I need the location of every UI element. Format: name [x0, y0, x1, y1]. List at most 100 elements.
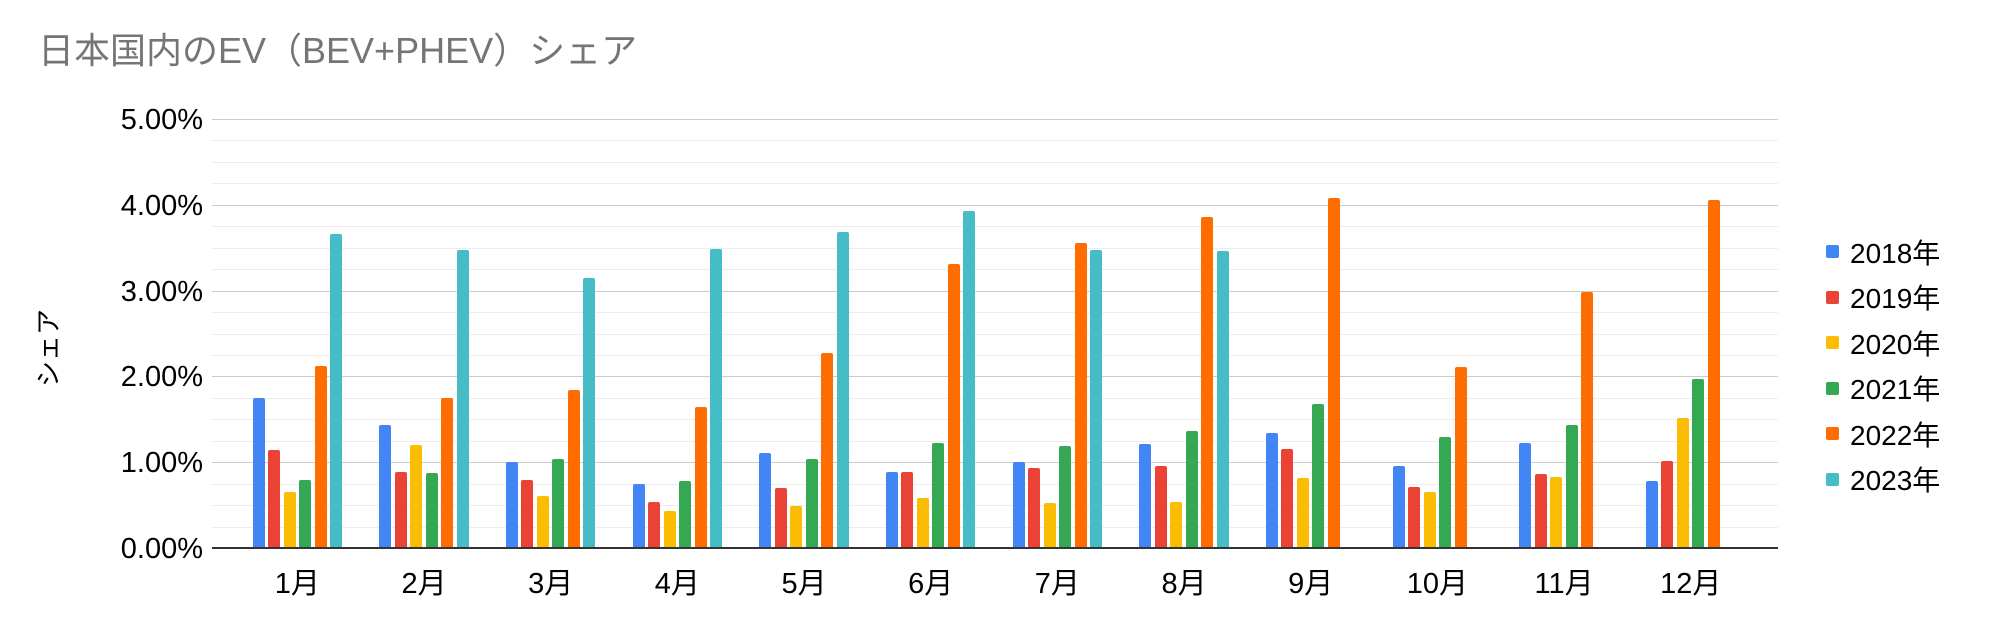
bar-2018-m11[interactable]: [1519, 443, 1532, 549]
bar-2020-m2[interactable]: [410, 445, 423, 549]
bar-2019-m5[interactable]: [774, 488, 787, 549]
bar-2018-m6[interactable]: [885, 471, 898, 549]
bar-2023-m5[interactable]: [836, 231, 849, 549]
bar-2021-m9[interactable]: [1312, 404, 1325, 549]
bar-2022-m9[interactable]: [1327, 198, 1340, 549]
x-label-m9: 9月: [1288, 568, 1334, 600]
bar-2021-m1[interactable]: [299, 479, 312, 549]
x-label-m10: 10月: [1406, 568, 1469, 600]
bar-2019-m3[interactable]: [521, 480, 534, 549]
legend-label-2019: 2019年: [1850, 283, 1941, 315]
x-label-m7: 7月: [1034, 568, 1080, 600]
bar-2022-m2[interactable]: [441, 398, 454, 549]
bar-2019-m7[interactable]: [1028, 468, 1041, 549]
bar-2018-m1[interactable]: [252, 398, 265, 549]
bar-2018-m10[interactable]: [1392, 465, 1405, 549]
legend-swatch-2022: [1826, 427, 1839, 441]
bar-2020-m10[interactable]: [1423, 491, 1436, 549]
bar-2020-m3[interactable]: [536, 495, 549, 549]
x-label-m6: 6月: [908, 568, 954, 600]
bar-2019-m1[interactable]: [268, 450, 281, 549]
bar-2021-m6[interactable]: [932, 443, 945, 549]
bar-2022-m3[interactable]: [567, 390, 580, 549]
bar-2022-m5[interactable]: [821, 353, 834, 549]
bar-2018-m7[interactable]: [1012, 462, 1025, 549]
major-gridline-1.00: [212, 462, 1778, 464]
legend-item-2019[interactable]: 2019年: [1826, 275, 1940, 321]
bar-2021-m3[interactable]: [552, 458, 565, 549]
bar-2020-m4[interactable]: [663, 511, 676, 549]
bar-group-m10: [1374, 120, 1501, 549]
bar-2019-m6[interactable]: [901, 471, 914, 549]
bar-2021-m8[interactable]: [1185, 431, 1198, 549]
bar-2022-m11[interactable]: [1581, 291, 1594, 549]
plot-area: [212, 119, 1778, 549]
legend-item-2022[interactable]: 2022年: [1826, 411, 1940, 457]
bar-2020-m9[interactable]: [1296, 477, 1309, 549]
legend-label-2020: 2020年: [1850, 328, 1941, 360]
bar-2020-m12[interactable]: [1676, 417, 1689, 549]
bar-2019-m8[interactable]: [1154, 465, 1167, 549]
bar-2021-m11[interactable]: [1565, 425, 1578, 549]
bar-2022-m7[interactable]: [1074, 242, 1087, 549]
y-tick-4.00%: 4.00%: [120, 189, 203, 222]
legend-item-2020[interactable]: 2020年: [1826, 320, 1940, 366]
bar-2018-m2[interactable]: [379, 425, 392, 549]
bar-2018-m8[interactable]: [1139, 444, 1152, 549]
bar-2021-m5[interactable]: [805, 458, 818, 549]
x-label-m4: 4月: [654, 568, 700, 600]
chart-title: 日本国内のEV（BEV+PHEV）シェア: [38, 30, 638, 71]
bar-2020-m11[interactable]: [1550, 476, 1563, 549]
bar-2023-m3[interactable]: [583, 277, 596, 549]
bar-2022-m8[interactable]: [1201, 216, 1214, 549]
bar-2022-m12[interactable]: [1707, 199, 1720, 549]
legend-swatch-2020: [1826, 336, 1839, 350]
bar-2019-m4[interactable]: [648, 501, 661, 549]
legend-item-2023[interactable]: 2023年: [1826, 457, 1940, 503]
bar-2023-m8[interactable]: [1216, 251, 1229, 549]
legend: 2018年 2019年 2020年 2021年 2022年 2023年: [1826, 229, 1940, 502]
bar-groups: [212, 120, 1778, 549]
bar-group-m9: [1247, 120, 1374, 549]
bar-group-m5: [741, 120, 868, 549]
minor-gridline-3.75: [212, 226, 1778, 228]
bar-2018-m9[interactable]: [1265, 433, 1278, 549]
bar-2020-m8[interactable]: [1170, 501, 1183, 549]
y-tick-2.00%: 2.00%: [120, 361, 203, 394]
bar-2018-m5[interactable]: [759, 452, 772, 549]
bar-2021-m12[interactable]: [1692, 379, 1705, 549]
legend-label-2023: 2023年: [1850, 465, 1941, 497]
bar-2021-m7[interactable]: [1059, 446, 1072, 549]
bar-2019-m11[interactable]: [1534, 473, 1547, 549]
legend-item-2018[interactable]: 2018年: [1826, 229, 1940, 275]
bar-2018-m4[interactable]: [632, 483, 645, 549]
bar-2023-m2[interactable]: [456, 250, 469, 549]
bar-2022-m10[interactable]: [1454, 367, 1467, 549]
bar-2020-m7[interactable]: [1043, 502, 1056, 549]
bar-2019-m2[interactable]: [394, 471, 407, 549]
x-label-m11: 11月: [1534, 568, 1594, 600]
bar-2021-m4[interactable]: [679, 481, 692, 549]
bar-2018-m12[interactable]: [1645, 481, 1658, 549]
bar-2022-m1[interactable]: [314, 366, 327, 549]
bar-2023-m1[interactable]: [330, 234, 343, 549]
bar-2021-m2[interactable]: [425, 472, 438, 549]
bar-2019-m10[interactable]: [1408, 487, 1421, 549]
legend-item-2021[interactable]: 2021年: [1826, 366, 1940, 412]
bar-2020-m6[interactable]: [916, 498, 929, 549]
legend-label-2021: 2021年: [1850, 374, 1941, 406]
bar-2018-m3[interactable]: [505, 462, 518, 549]
bar-2020-m1[interactable]: [283, 492, 296, 549]
major-gridline-4.00: [212, 204, 1778, 206]
bar-2023-m4[interactable]: [710, 248, 723, 549]
bar-group-m11: [1501, 120, 1628, 549]
bar-2019-m12[interactable]: [1661, 461, 1674, 549]
bar-2020-m5[interactable]: [790, 506, 803, 549]
bar-2023-m7[interactable]: [1090, 249, 1103, 549]
bar-2022-m4[interactable]: [694, 407, 707, 549]
bar-2021-m10[interactable]: [1439, 436, 1452, 549]
bar-2019-m9[interactable]: [1281, 449, 1294, 549]
bar-2023-m6[interactable]: [963, 210, 976, 549]
bar-2022-m6[interactable]: [947, 264, 960, 549]
x-label-m1: 1月: [274, 568, 320, 600]
